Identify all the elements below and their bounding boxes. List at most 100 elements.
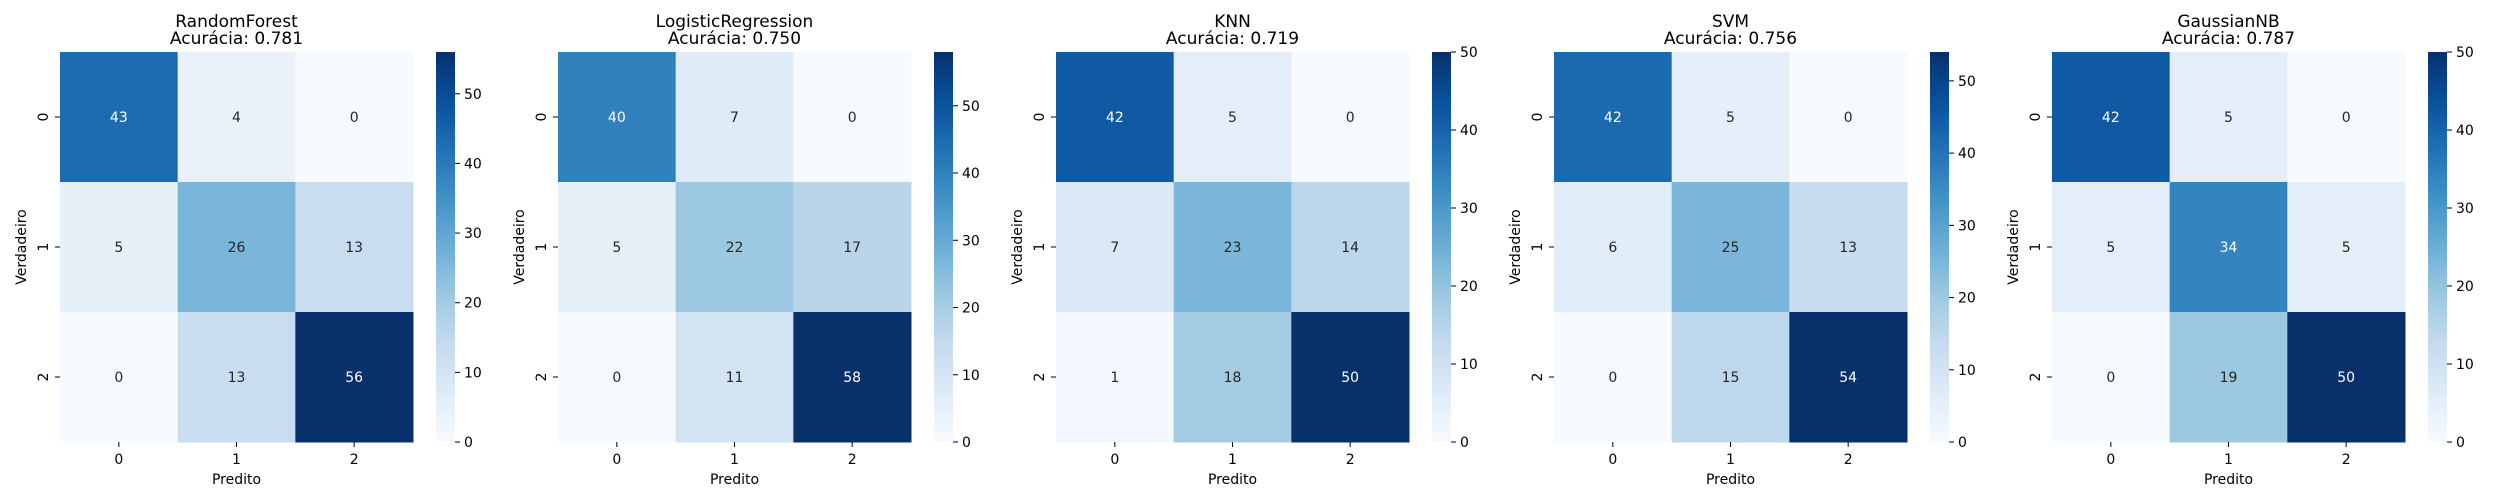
colorbar-tick-label: 30 [2456, 201, 2474, 217]
colorbar [2428, 52, 2447, 442]
cell-value-label: 5 [612, 240, 621, 256]
cell-value-label: 34 [2220, 240, 2238, 256]
cell-value-label: 1 [1110, 370, 1119, 386]
colorbar-tick-label: 50 [2456, 45, 2474, 61]
colorbar-tick-label: 30 [962, 233, 980, 249]
cell-value-label: 14 [1341, 240, 1359, 256]
panel-subtitle: Acurácia: 0.756 [1664, 29, 1797, 49]
y-tick-label: 1 [1530, 243, 1546, 252]
colorbar-tick-label: 50 [1460, 45, 1478, 61]
colorbar-tick-label: 10 [1460, 357, 1478, 373]
x-tick-label: 1 [1228, 452, 1237, 468]
cell-value-label: 0 [612, 370, 621, 386]
colorbar-tick-label: 0 [962, 435, 971, 451]
colorbar-tick-label: 0 [1958, 435, 1967, 451]
y-tick-label: 1 [1032, 243, 1048, 252]
colorbar-tick-label: 30 [1958, 218, 1976, 234]
colorbar-tick-label: 30 [464, 226, 482, 242]
y-tick-label: 1 [534, 243, 550, 252]
y-axis-label: Verdadeiro [1508, 209, 1524, 284]
cell-value-label: 43 [110, 110, 128, 126]
cell-value-label: 18 [1224, 370, 1242, 386]
cell-value-label: 0 [2342, 110, 2351, 126]
cell-value-label: 42 [1604, 110, 1622, 126]
colorbar-tick-label: 10 [1958, 363, 1976, 379]
colorbar-tick-label: 10 [962, 368, 980, 384]
x-axis-label: Predito [212, 472, 261, 488]
colorbar-tick-label: 10 [464, 365, 482, 381]
cell-value-label: 0 [2106, 370, 2115, 386]
x-tick-label: 2 [848, 452, 857, 468]
x-tick-label: 0 [612, 452, 621, 468]
cell-value-label: 25 [1722, 240, 1740, 256]
cell-value-label: 13 [1839, 240, 1857, 256]
colorbar-tick-label: 40 [464, 156, 482, 172]
cell-value-label: 42 [1106, 110, 1124, 126]
colorbar-tick-label: 40 [1958, 146, 1976, 162]
x-tick-label: 1 [232, 452, 241, 468]
cell-value-label: 50 [1341, 370, 1359, 386]
cell-value-label: 0 [1608, 370, 1617, 386]
cell-value-label: 11 [726, 370, 744, 386]
cell-value-label: 5 [2224, 110, 2233, 126]
cell-value-label: 5 [2342, 240, 2351, 256]
colorbar-tick-label: 40 [962, 166, 980, 182]
y-tick-label: 2 [2028, 373, 2044, 382]
y-tick-label: 0 [36, 113, 52, 122]
colorbar-tick-label: 20 [2456, 279, 2474, 295]
colorbar [436, 52, 455, 442]
cell-value-label: 0 [1844, 110, 1853, 126]
cell-value-label: 0 [1346, 110, 1355, 126]
panel-subtitle: Acurácia: 0.719 [1166, 29, 1299, 49]
colorbar [1432, 52, 1451, 442]
x-tick-label: 0 [2106, 452, 2115, 468]
colorbar-tick-label: 20 [1460, 279, 1478, 295]
colorbar-tick-label: 0 [1460, 435, 1469, 451]
x-tick-label: 2 [2342, 452, 2351, 468]
cell-value-label: 13 [345, 240, 363, 256]
cell-value-label: 54 [1839, 370, 1857, 386]
cell-value-label: 7 [730, 110, 739, 126]
colorbar-tick-label: 20 [962, 301, 980, 317]
x-tick-label: 0 [1608, 452, 1617, 468]
cell-value-label: 5 [1228, 110, 1237, 126]
y-tick-label: 2 [36, 373, 52, 382]
x-axis-label: Predito [1706, 472, 1755, 488]
cell-value-label: 23 [1224, 240, 1242, 256]
cell-value-label: 40 [608, 110, 626, 126]
cell-value-label: 6 [1608, 240, 1617, 256]
cell-value-label: 13 [228, 370, 246, 386]
x-tick-label: 2 [1346, 452, 1355, 468]
y-tick-label: 2 [1530, 373, 1546, 382]
y-tick-label: 0 [534, 113, 550, 122]
colorbar-tick-label: 0 [464, 435, 473, 451]
colorbar-tick-label: 20 [464, 296, 482, 312]
colorbar-tick-label: 40 [2456, 123, 2474, 139]
cell-value-label: 56 [345, 370, 363, 386]
cell-value-label: 19 [2220, 370, 2238, 386]
y-tick-label: 1 [2028, 243, 2044, 252]
y-tick-label: 2 [1032, 373, 1048, 382]
y-axis-label: Verdadeiro [14, 209, 30, 284]
cell-value-label: 15 [1722, 370, 1740, 386]
x-tick-label: 1 [730, 452, 739, 468]
x-tick-label: 0 [1110, 452, 1119, 468]
y-tick-label: 1 [36, 243, 52, 252]
cell-value-label: 0 [114, 370, 123, 386]
y-tick-label: 0 [1530, 113, 1546, 122]
cell-value-label: 4 [232, 110, 241, 126]
x-axis-label: Predito [710, 472, 759, 488]
panel-subtitle: Acurácia: 0.787 [2162, 29, 2295, 49]
cell-value-label: 5 [114, 240, 123, 256]
colorbar-tick-label: 30 [1460, 201, 1478, 217]
cell-value-label: 42 [2102, 110, 2120, 126]
x-tick-label: 2 [1844, 452, 1853, 468]
cell-value-label: 26 [228, 240, 246, 256]
x-tick-label: 2 [350, 452, 359, 468]
